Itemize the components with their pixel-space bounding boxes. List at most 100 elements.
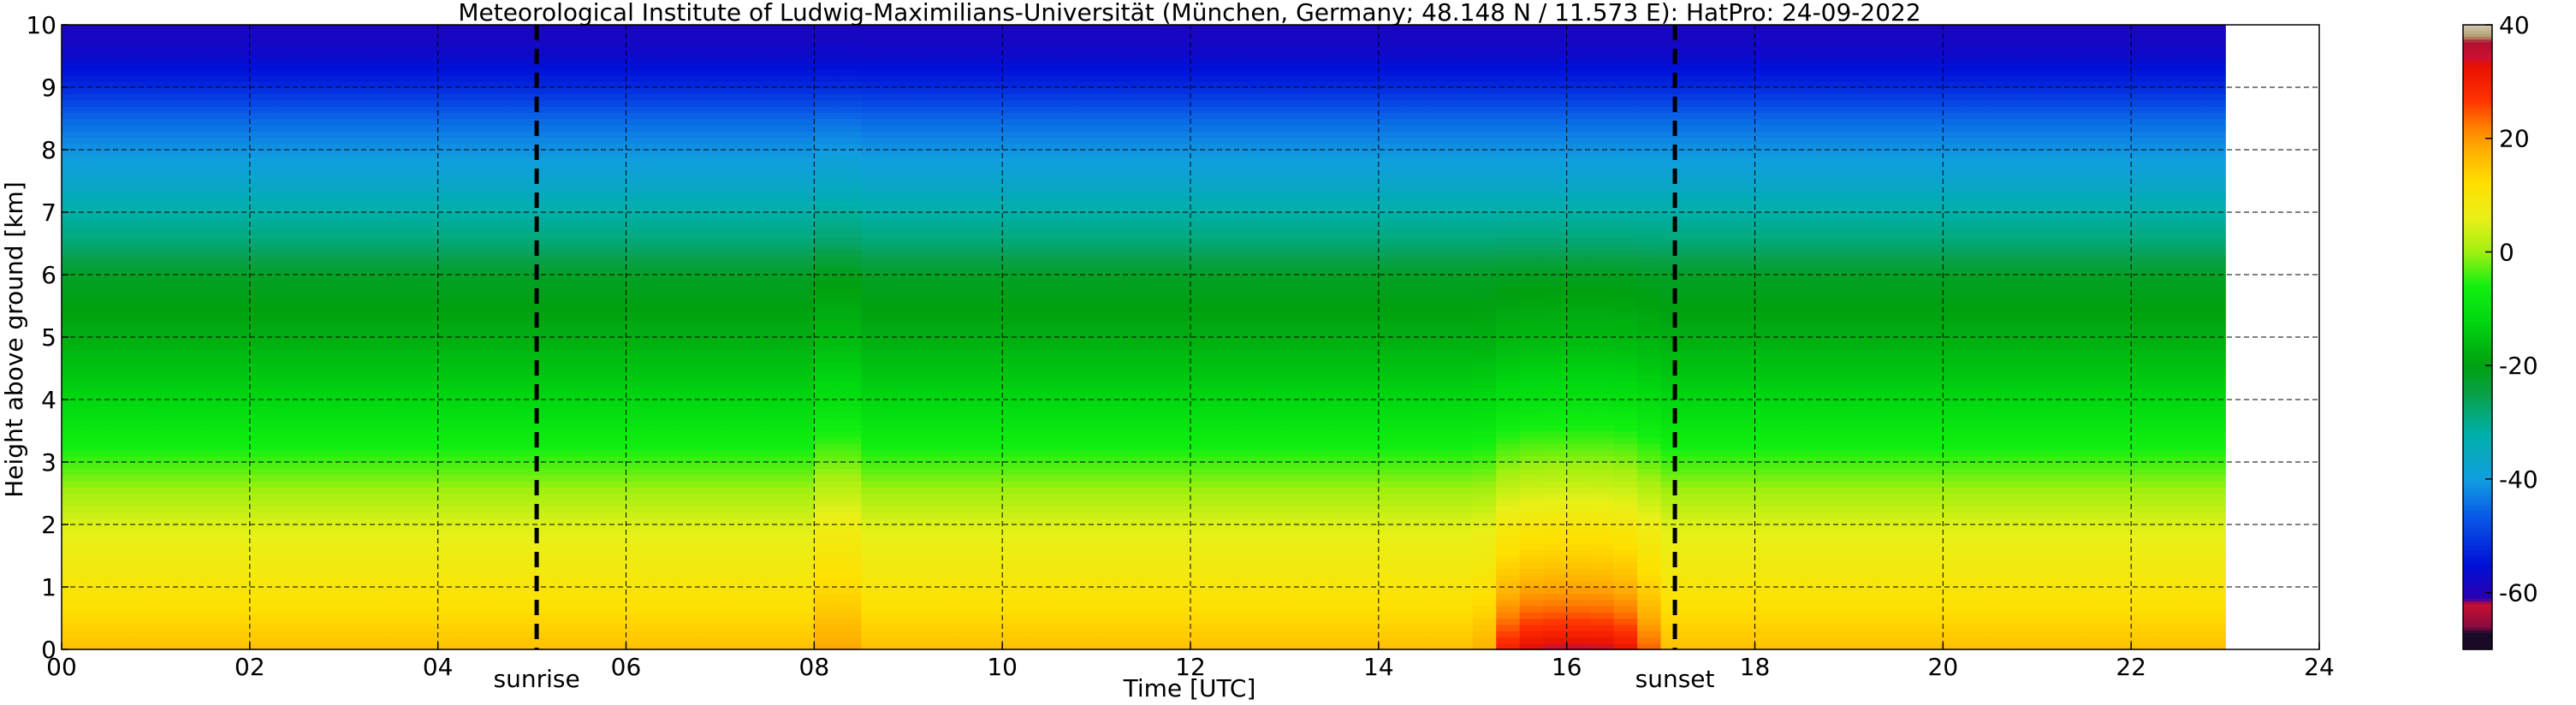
heatmap-cell bbox=[484, 249, 509, 257]
heatmap-cell bbox=[696, 343, 721, 351]
heatmap-cell bbox=[484, 156, 509, 163]
heatmap-cell bbox=[249, 275, 275, 282]
heatmap-cell bbox=[626, 387, 650, 394]
heatmap-cell bbox=[155, 343, 181, 351]
heatmap-cell bbox=[390, 318, 415, 326]
heatmap-cell bbox=[649, 418, 674, 425]
heatmap-cell bbox=[978, 305, 1003, 313]
heatmap-cell bbox=[296, 287, 322, 294]
heatmap-cell bbox=[790, 256, 816, 264]
heatmap-cell bbox=[837, 430, 863, 438]
heatmap-cell bbox=[1190, 74, 1215, 82]
heatmap-cell bbox=[155, 349, 181, 357]
heatmap-cell bbox=[955, 268, 980, 275]
heatmap-cell bbox=[720, 412, 745, 419]
heatmap-cell bbox=[437, 362, 462, 370]
heatmap-cell bbox=[390, 230, 415, 238]
heatmap-cell bbox=[1025, 612, 1050, 619]
heatmap-cell bbox=[743, 561, 769, 569]
heatmap-cell bbox=[555, 268, 580, 275]
heatmap-cell bbox=[414, 74, 439, 82]
heatmap-cell bbox=[1072, 50, 1097, 57]
heatmap-cell bbox=[837, 305, 863, 313]
heatmap-cell bbox=[649, 493, 674, 501]
heatmap-cell bbox=[132, 355, 157, 363]
heatmap-cell bbox=[649, 506, 674, 513]
heatmap-cell bbox=[884, 281, 910, 288]
heatmap-cell bbox=[62, 175, 86, 182]
heatmap-cell bbox=[743, 506, 769, 513]
heatmap-cell bbox=[602, 561, 627, 569]
heatmap-cell bbox=[555, 168, 580, 175]
heatmap-cell bbox=[108, 105, 134, 113]
heatmap-cell bbox=[1049, 205, 1074, 213]
heatmap-cell bbox=[1119, 574, 1144, 582]
heatmap-cell bbox=[179, 474, 204, 482]
heatmap-cell bbox=[484, 112, 509, 120]
heatmap-cell bbox=[484, 268, 509, 275]
heatmap-cell bbox=[249, 605, 275, 613]
heatmap-cell bbox=[602, 506, 627, 513]
heatmap-cell bbox=[931, 25, 957, 33]
heatmap-cell bbox=[508, 212, 533, 220]
heatmap-cell bbox=[955, 305, 980, 313]
heatmap-cell bbox=[626, 337, 650, 345]
heatmap-cell bbox=[602, 156, 627, 163]
heatmap-cell bbox=[484, 443, 509, 451]
heatmap-cell bbox=[343, 605, 369, 613]
heatmap-cell bbox=[555, 31, 580, 39]
heatmap-cell bbox=[461, 518, 486, 525]
heatmap-cell bbox=[978, 524, 1003, 532]
heatmap-cell bbox=[202, 368, 228, 376]
heatmap-cell bbox=[1119, 324, 1144, 332]
heatmap-cell bbox=[226, 230, 251, 238]
heatmap-cell bbox=[649, 305, 674, 313]
heatmap-cell bbox=[602, 99, 627, 107]
heatmap-cell bbox=[343, 443, 369, 451]
heatmap-cell bbox=[531, 131, 556, 139]
heatmap-cell bbox=[696, 542, 721, 550]
heatmap-cell bbox=[226, 480, 251, 488]
heatmap-cell bbox=[155, 105, 181, 113]
heatmap-cell bbox=[649, 87, 674, 95]
heatmap-cell bbox=[673, 137, 697, 145]
heatmap-cell bbox=[931, 150, 957, 157]
heatmap-cell bbox=[85, 93, 110, 101]
heatmap-cell bbox=[931, 281, 957, 288]
heatmap-cell bbox=[484, 637, 509, 644]
heatmap-cell bbox=[814, 324, 839, 332]
heatmap-cell bbox=[390, 205, 415, 213]
heatmap-cell bbox=[1143, 418, 1168, 425]
heatmap-cell bbox=[249, 124, 275, 132]
heatmap-cell bbox=[884, 243, 910, 251]
heatmap-cell bbox=[62, 499, 86, 507]
heatmap-cell bbox=[861, 150, 886, 157]
heatmap-cell bbox=[837, 150, 863, 157]
heatmap-cell bbox=[1214, 530, 1238, 538]
heatmap-cell bbox=[202, 124, 228, 132]
heatmap-cell bbox=[1143, 599, 1168, 607]
heatmap-cell bbox=[626, 393, 650, 400]
heatmap-cell bbox=[179, 424, 204, 432]
heatmap-cell bbox=[626, 68, 650, 76]
heatmap-cell bbox=[320, 436, 345, 444]
heatmap-cell bbox=[367, 131, 392, 139]
heatmap-cell bbox=[931, 480, 957, 488]
heatmap-cell bbox=[179, 506, 204, 513]
heatmap-cell bbox=[461, 50, 486, 57]
heatmap-cell bbox=[955, 150, 980, 157]
heatmap-cell bbox=[508, 281, 533, 288]
heatmap-cell bbox=[673, 555, 697, 563]
heatmap-cell bbox=[767, 118, 792, 126]
heatmap-cell bbox=[1049, 31, 1074, 39]
heatmap-cell bbox=[626, 299, 650, 307]
heatmap-cell bbox=[320, 631, 345, 638]
heatmap-cell bbox=[743, 281, 769, 288]
heatmap-cell bbox=[649, 156, 674, 163]
heatmap-cell bbox=[390, 268, 415, 275]
heatmap-cell bbox=[978, 637, 1003, 644]
heatmap-cell bbox=[1072, 400, 1097, 407]
heatmap-cell bbox=[579, 175, 603, 182]
heatmap-cell bbox=[320, 530, 345, 538]
heatmap-cell bbox=[155, 436, 181, 444]
